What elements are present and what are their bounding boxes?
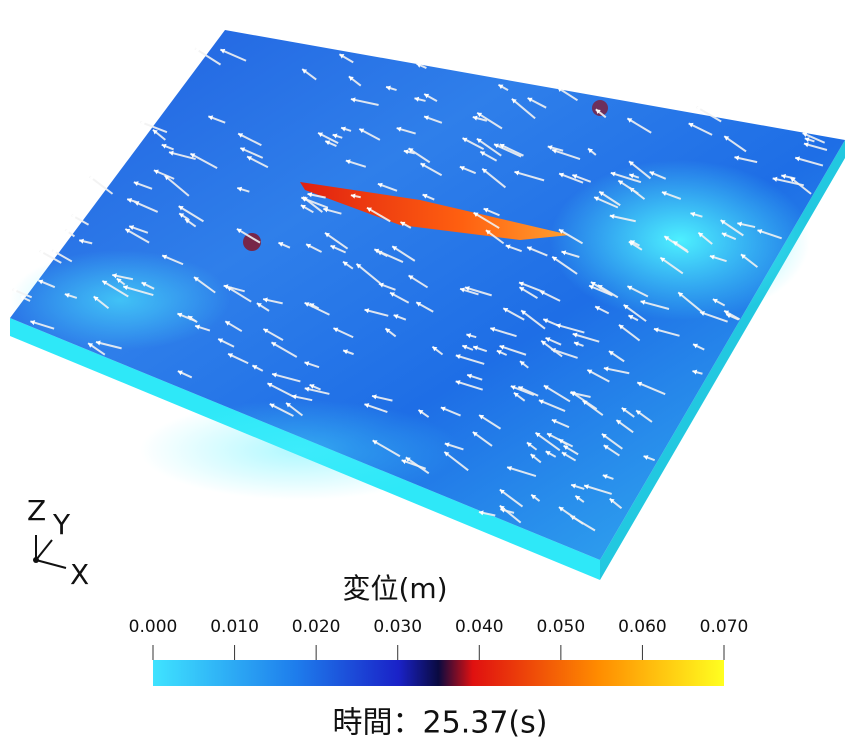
- calm-region: [140, 400, 460, 500]
- calm-region: [10, 250, 230, 350]
- colorbar-ticks: 0.000 0.010 0.020 0.030 0.040 0.050 0.060 0.070: [129, 617, 749, 660]
- axis-label: Z: [27, 494, 46, 527]
- axis-arrow: [36, 560, 66, 568]
- tick-label: 0.070: [700, 617, 749, 637]
- colorbar-title: 変位(m): [342, 572, 447, 605]
- axis-label: X: [70, 558, 89, 591]
- axis-label: Y: [52, 508, 71, 541]
- axis-arrow: [36, 540, 52, 560]
- tick-label: 0.000: [129, 617, 178, 637]
- page: Z Y X 変位(m) 0.0000.0100.0200.0300.0400.0…: [0, 0, 849, 751]
- axes-triad: Z Y X: [27, 494, 89, 591]
- tick-label: 0.050: [537, 617, 586, 637]
- tick-label: 0.060: [618, 617, 667, 637]
- time-label: 時間：25.37(s): [333, 706, 548, 741]
- visualization: Z Y X 変位(m) 0.0000.0100.0200.0300.0400.0…: [0, 0, 849, 751]
- axis-origin: [33, 557, 39, 563]
- colorbar: [153, 660, 724, 686]
- tick-label: 0.020: [292, 617, 341, 637]
- arrow-shaft: [90, 176, 113, 193]
- tick-label: 0.010: [210, 617, 259, 637]
- tick-label: 0.040: [455, 617, 504, 637]
- tick-label: 0.030: [373, 617, 422, 637]
- water-slab: [10, 30, 845, 580]
